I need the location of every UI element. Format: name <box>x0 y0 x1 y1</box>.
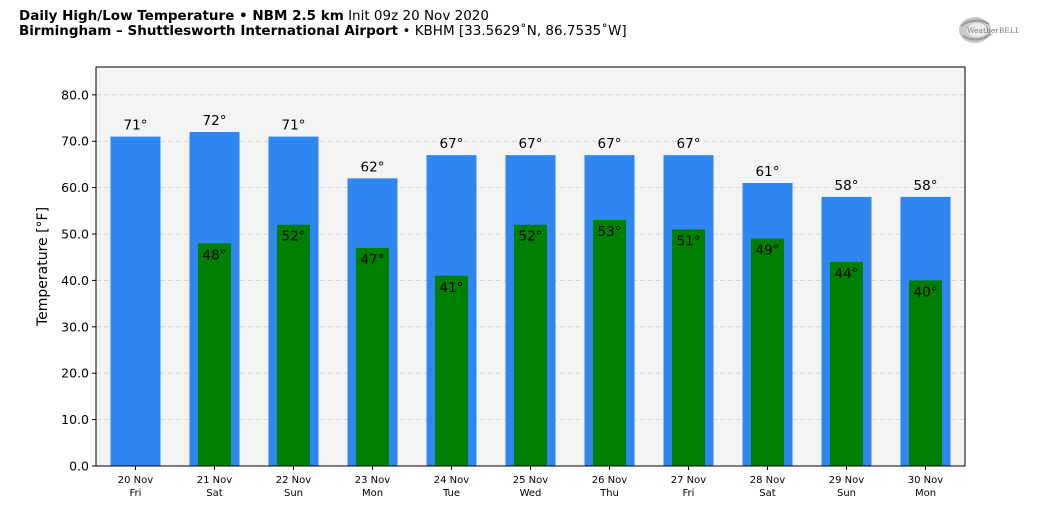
low-temp-bar <box>356 247 389 466</box>
x-tick-day-label: Mon <box>915 488 936 499</box>
high-temp-label: 61° <box>756 164 780 180</box>
x-tick-date-label: 24 Nov <box>434 475 470 486</box>
chart-init-time: Init 09z 20 Nov 2020 <box>348 8 489 24</box>
y-axis-label: Temperature [°F] <box>35 207 51 327</box>
high-temp-label: 71° <box>124 118 148 134</box>
y-tick-label: 0.0 <box>69 459 89 474</box>
low-temp-label: 49° <box>756 243 780 259</box>
y-tick-label: 10.0 <box>61 412 89 427</box>
y-tick-label: 40.0 <box>61 273 89 288</box>
x-tick-day-label: Mon <box>362 488 383 499</box>
x-tick-day-label: Sat <box>759 488 775 499</box>
x-tick-date-label: 21 Nov <box>197 475 233 486</box>
location-name: Birmingham – Shuttlesworth International… <box>19 23 399 39</box>
x-tick-day-label: Fri <box>683 488 695 499</box>
low-temp-label: 40° <box>914 284 938 300</box>
x-tick-date-label: 27 Nov <box>671 475 707 486</box>
y-tick-label: 50.0 <box>61 227 89 242</box>
x-tick-date-label: 20 Nov <box>118 475 154 486</box>
low-temp-bar <box>198 243 231 466</box>
y-tick-label: 60.0 <box>61 180 89 195</box>
weatherbell-logo: WeatherBELL <box>959 17 1019 43</box>
low-temp-label: 53° <box>598 224 622 240</box>
y-tick-label: 70.0 <box>61 134 89 149</box>
low-temp-bar <box>593 220 626 466</box>
low-temp-bar <box>830 261 863 466</box>
x-tick-date-label: 29 Nov <box>829 475 865 486</box>
high-temp-label: 72° <box>203 113 227 129</box>
high-temp-label: 58° <box>914 178 938 194</box>
low-temp-label: 47° <box>361 252 385 268</box>
x-tick-date-label: 23 Nov <box>355 475 391 486</box>
chart-title: Daily High/Low Temperature • NBM 2.5 km … <box>19 9 489 24</box>
high-temp-label: 62° <box>361 159 385 175</box>
x-tick-day-label: Sun <box>284 488 303 499</box>
y-tick-label: 20.0 <box>61 366 89 381</box>
x-tick-date-label: 30 Nov <box>908 475 944 486</box>
x-tick-date-label: 22 Nov <box>276 475 312 486</box>
low-temp-label: 52° <box>519 229 543 245</box>
x-tick-date-label: 28 Nov <box>750 475 786 486</box>
high-temp-label: 58° <box>835 178 859 194</box>
low-temp-label: 44° <box>835 266 859 282</box>
low-temp-bar <box>435 275 468 466</box>
x-tick-day-label: Sat <box>206 488 222 499</box>
x-tick-day-label: Wed <box>520 488 542 499</box>
location-coordinates: • KBHM [33.5629˚N, 86.7535˚W] <box>402 23 627 39</box>
low-temp-bar <box>514 224 547 466</box>
low-temp-label: 48° <box>203 247 227 263</box>
low-temp-bar <box>277 224 310 466</box>
x-tick-date-label: 26 Nov <box>592 475 628 486</box>
x-tick-day-label: Tue <box>442 488 460 499</box>
high-temp-label: 67° <box>598 136 622 152</box>
logo-text: WeatherBELL <box>967 26 1019 35</box>
x-tick-day-label: Thu <box>599 488 619 499</box>
high-temp-label: 67° <box>677 136 701 152</box>
high-temp-label: 67° <box>519 136 543 152</box>
low-temp-bar <box>672 229 705 466</box>
low-temp-label: 52° <box>282 229 306 245</box>
low-temp-label: 51° <box>677 233 701 249</box>
low-temp-label: 41° <box>440 280 464 296</box>
x-tick-day-label: Sun <box>837 488 856 499</box>
x-tick-day-label: Fri <box>130 488 142 499</box>
high-temp-bar <box>110 136 161 466</box>
chart-title-main: Daily High/Low Temperature • NBM 2.5 km <box>19 8 344 24</box>
x-tick-date-label: 25 Nov <box>513 475 549 486</box>
high-temp-label: 71° <box>282 118 306 134</box>
high-temp-label: 67° <box>440 136 464 152</box>
y-tick-label: 80.0 <box>61 87 89 102</box>
y-tick-label: 30.0 <box>61 319 89 334</box>
low-temp-bar <box>751 238 784 466</box>
low-temp-bar <box>909 280 942 466</box>
chart-location: Birmingham – Shuttlesworth International… <box>19 24 627 39</box>
